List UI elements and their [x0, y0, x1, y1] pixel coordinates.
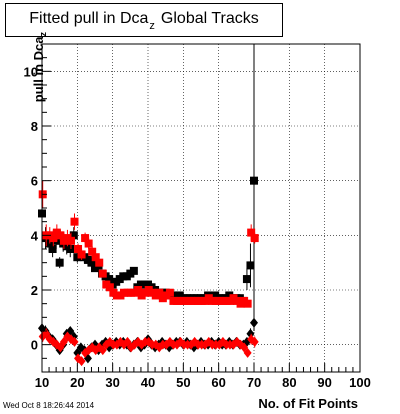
x-tick-label: 30 — [105, 375, 119, 390]
x-tick-label: 50 — [176, 375, 190, 390]
data-point — [247, 228, 256, 237]
x-tick-label: 100 — [349, 375, 371, 390]
series-3 — [38, 328, 259, 367]
data-point — [134, 286, 143, 294]
chart-title-subscript: z — [149, 20, 155, 32]
data-point — [105, 283, 114, 292]
data-point — [56, 342, 65, 353]
y-tick-label: 6 — [31, 174, 38, 189]
x-tick-label: 40 — [141, 375, 155, 390]
data-point — [95, 258, 104, 267]
data-point — [55, 258, 64, 267]
x-tick-label: 90 — [317, 375, 331, 390]
y-axis-label-main: pull in Dca — [31, 36, 46, 103]
y-axis-label-text: pull in Dcaz — [31, 32, 48, 103]
y-tick-label: 4 — [31, 228, 39, 243]
data-point — [56, 231, 65, 240]
chart-title-box: Fitted pull in Dca z Global Tracks — [5, 3, 283, 37]
data-point — [165, 288, 174, 297]
y-tick-label: 0 — [31, 338, 38, 353]
chart-title-main: Fitted pull in Dca — [29, 10, 149, 27]
data-point — [129, 266, 138, 275]
data-point — [250, 336, 259, 347]
data-point — [77, 250, 86, 259]
data-point — [105, 275, 114, 284]
chart-title: Fitted pull in Dca z Global Tracks — [6, 4, 282, 36]
data-point — [77, 356, 86, 367]
data-point — [70, 217, 79, 226]
data-point — [91, 253, 100, 262]
y-axis-label-subscript: z — [38, 32, 48, 37]
data-point — [250, 317, 258, 328]
grid-lines — [42, 44, 360, 372]
data-point — [250, 234, 259, 243]
x-tick-label: 70 — [247, 375, 261, 390]
data-point — [246, 261, 255, 270]
data-point — [84, 239, 93, 248]
data-point — [88, 247, 97, 256]
data-point — [74, 245, 83, 253]
data-point — [98, 269, 107, 278]
data-point — [66, 245, 75, 253]
y-axis-label: pull in Dcaz — [5, 32, 48, 142]
y-tick-label: 10 — [24, 64, 38, 79]
tick-labels: 10 20 30 40 50 60 70 80 90 100 0 2 4 6 8 10 — [24, 64, 371, 390]
axis-ticks — [41, 43, 361, 373]
data-point — [155, 288, 164, 297]
data-point — [66, 236, 75, 245]
data-series — [38, 44, 259, 367]
data-point — [242, 275, 251, 284]
y-tick-label: 8 — [31, 119, 38, 134]
data-point — [81, 234, 90, 243]
x-tick-label: 10 — [35, 375, 49, 390]
data-point — [69, 231, 78, 240]
data-point — [87, 258, 96, 267]
y-tick-label: 2 — [31, 283, 38, 298]
x-tick-label: 60 — [211, 375, 225, 390]
chart-title-suffix: Global Tracks — [160, 10, 259, 27]
x-tick-label: 80 — [282, 375, 296, 390]
data-point — [243, 299, 252, 308]
x-tick-label: 20 — [70, 375, 84, 390]
data-point — [45, 239, 54, 248]
series-1 — [38, 180, 259, 308]
datestamp: Wed Oct 8 18:26:44 2014 — [3, 401, 95, 410]
data-point — [59, 336, 68, 347]
data-point — [243, 347, 252, 358]
data-point — [250, 176, 258, 185]
data-point — [49, 234, 58, 243]
data-point — [70, 336, 79, 347]
data-point — [48, 245, 57, 253]
x-axis-label: No. of Fit Points — [258, 396, 358, 411]
plot-frame — [41, 43, 361, 373]
